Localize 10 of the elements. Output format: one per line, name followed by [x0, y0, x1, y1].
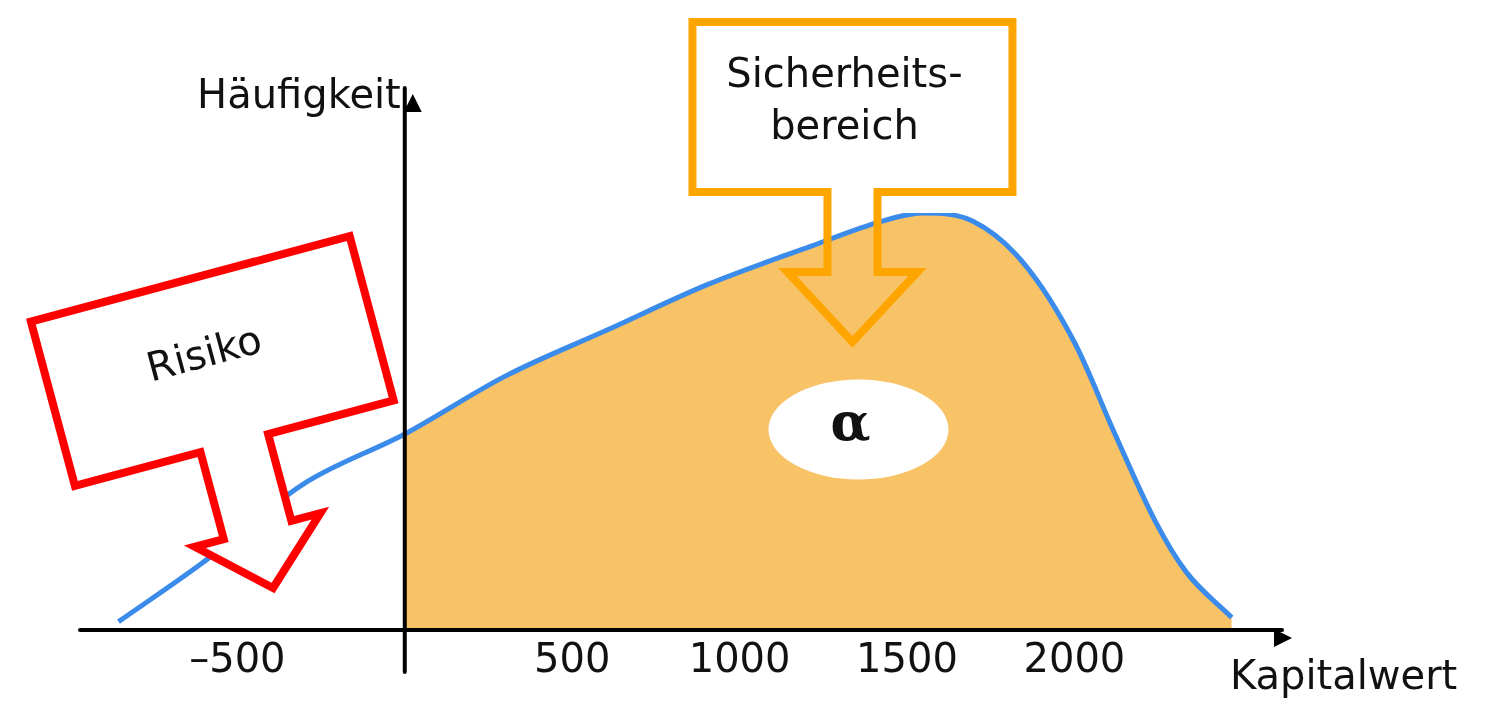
- x-axis-title: Kapitalwert: [1230, 652, 1458, 698]
- x-tick-label: 1000: [688, 635, 791, 682]
- x-tick-label: 500: [534, 635, 611, 682]
- y-axis-title: Häufigkeit: [197, 71, 401, 117]
- annotation: α: [829, 390, 872, 454]
- text: Sicherheits-bereich: [725, 48, 964, 150]
- x-tick-label: 2000: [1023, 635, 1126, 682]
- x-tick-label: –500: [189, 635, 286, 682]
- x-tick-label: 1500: [856, 635, 958, 682]
- annotation: Risiko: [140, 314, 268, 393]
